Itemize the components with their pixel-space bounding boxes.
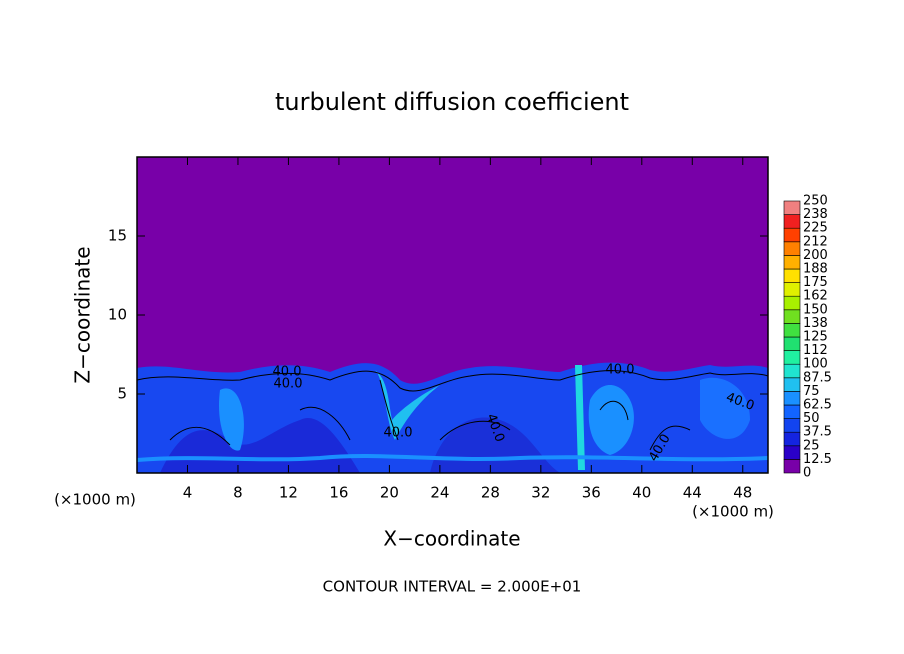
x-tick-label: 24 bbox=[430, 484, 449, 502]
x-unit-label: (×1000 m) bbox=[692, 503, 774, 521]
colorbar-label: 138 bbox=[803, 316, 828, 331]
x-tick-label: 20 bbox=[380, 484, 399, 502]
colorbar-label: 12.5 bbox=[803, 452, 832, 467]
x-tick-label: 4 bbox=[183, 484, 193, 502]
colorbar-label: 238 bbox=[803, 207, 828, 222]
colorbar-label: 87.5 bbox=[803, 370, 832, 385]
colorbar-box bbox=[783, 404, 801, 419]
colorbar-box bbox=[783, 350, 801, 365]
colorbar-box bbox=[783, 268, 801, 283]
field-region bbox=[588, 385, 634, 455]
x-axis-label: X−coordinate bbox=[383, 527, 520, 551]
colorbar-box bbox=[783, 336, 801, 351]
y-tick-label: 10 bbox=[108, 306, 127, 324]
contour-label: 40.0 bbox=[274, 377, 303, 392]
y-tick-label: 5 bbox=[117, 385, 127, 403]
x-unit-label: (×1000 m) bbox=[54, 491, 136, 509]
contour-interval-note: CONTOUR INTERVAL = 2.000E+01 bbox=[323, 578, 582, 596]
chart-title: turbulent diffusion coefficient bbox=[275, 88, 629, 116]
y-axis-label: Z−coordinate bbox=[71, 246, 95, 383]
x-tick-label: 48 bbox=[733, 484, 752, 502]
colorbar-label: 62.5 bbox=[803, 398, 832, 413]
x-tick-label: 16 bbox=[329, 484, 348, 502]
field bbox=[136, 157, 769, 473]
colorbar-label: 75 bbox=[803, 384, 820, 399]
field-region bbox=[219, 388, 244, 451]
colorbar-label: 100 bbox=[803, 357, 828, 372]
x-tick-label: 8 bbox=[233, 484, 243, 502]
colorbar-label: 250 bbox=[803, 194, 828, 209]
contour-line bbox=[169, 379, 691, 451]
field-region bbox=[136, 454, 769, 462]
colorbar-box bbox=[783, 377, 801, 392]
contour-label: 40.0 bbox=[273, 365, 302, 380]
colorbar-box bbox=[783, 323, 801, 338]
x-tick-label: 28 bbox=[481, 484, 500, 502]
colorbar-box bbox=[783, 241, 801, 256]
colorbar-label: 37.5 bbox=[803, 425, 832, 440]
colorbar-label: 50 bbox=[803, 411, 820, 426]
colorbar-box bbox=[783, 200, 801, 215]
field-region bbox=[575, 365, 585, 470]
colorbar-label: 0 bbox=[803, 466, 811, 481]
colorbar-label: 175 bbox=[803, 275, 828, 290]
colorbar-label: 162 bbox=[803, 289, 828, 304]
colorbar-label: 225 bbox=[803, 221, 828, 236]
colorbar-box bbox=[783, 391, 801, 406]
contour-label: 40.0 bbox=[384, 426, 413, 441]
colorbar-box bbox=[783, 309, 801, 324]
colorbar-label: 25 bbox=[803, 438, 820, 453]
colorbar-box bbox=[783, 214, 801, 229]
colorbar-box bbox=[783, 431, 801, 447]
x-tick-label: 44 bbox=[683, 484, 702, 502]
colorbar-label: 125 bbox=[803, 330, 828, 345]
x-tick-label: 36 bbox=[582, 484, 601, 502]
field-region bbox=[375, 370, 440, 440]
colorbar-box bbox=[783, 295, 801, 311]
colorbar-label: 200 bbox=[803, 248, 828, 263]
x-tick-label: 12 bbox=[279, 484, 298, 502]
colorbar-box bbox=[783, 227, 801, 243]
colorbar-label: 188 bbox=[803, 262, 828, 277]
contour-label: 40.0 bbox=[606, 363, 635, 378]
colorbar-label: 112 bbox=[803, 343, 828, 358]
x-tick-label: 32 bbox=[531, 484, 550, 502]
y-tick-label: 15 bbox=[108, 227, 127, 245]
colorbar-label: 150 bbox=[803, 302, 828, 317]
colorbar-box bbox=[783, 459, 801, 474]
field-region bbox=[700, 377, 750, 439]
colorbar-box bbox=[783, 418, 801, 433]
colorbar-box bbox=[783, 445, 801, 460]
x-tick-label: 40 bbox=[632, 484, 651, 502]
colorbar-box bbox=[783, 363, 801, 379]
colorbar-label: 212 bbox=[803, 234, 828, 249]
colorbar-box bbox=[783, 255, 801, 270]
colorbar-box bbox=[783, 282, 801, 297]
contour-line bbox=[136, 370, 769, 392]
